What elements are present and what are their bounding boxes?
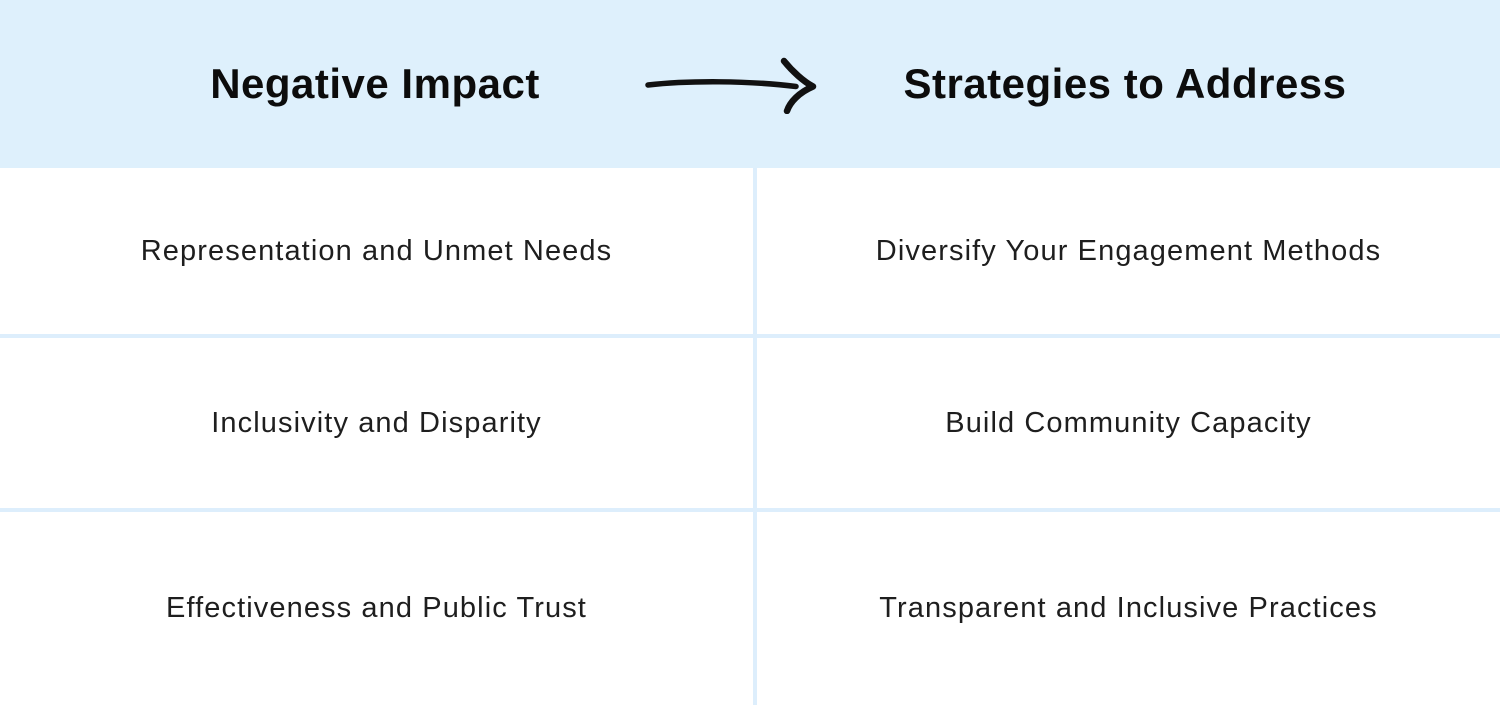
impact-cell-1: Representation and Unmet Needs xyxy=(0,168,753,334)
impact-cell-3: Effectiveness and Public Trust xyxy=(0,512,753,705)
header-band: Negative Impact Strategies to Address xyxy=(0,0,1500,168)
impact-cell-2: Inclusivity and Disparity xyxy=(0,338,753,508)
mapping-grid: Representation and Unmet Needs Diversify… xyxy=(0,168,1500,705)
header-right-cell: Strategies to Address xyxy=(750,0,1500,168)
strategy-cell-2: Build Community Capacity xyxy=(757,338,1500,508)
strategy-cell-3: Transparent and Inclusive Practices xyxy=(757,512,1500,705)
strategies-title: Strategies to Address xyxy=(903,60,1347,107)
header-left-cell: Negative Impact xyxy=(0,0,750,168)
strategy-cell-1: Diversify Your Engagement Methods xyxy=(757,168,1500,334)
negative-impact-title: Negative Impact xyxy=(210,60,540,107)
